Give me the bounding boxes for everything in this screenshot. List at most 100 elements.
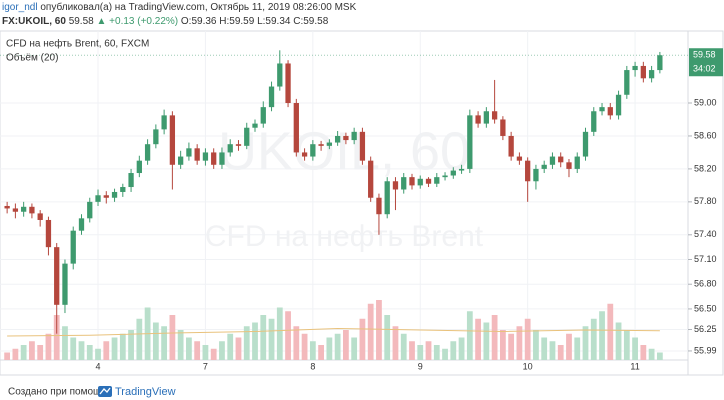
- candle-body: [285, 63, 291, 104]
- candle-body: [211, 152, 217, 165]
- volume-bar: [508, 333, 515, 360]
- candle-body: [4, 205, 10, 209]
- candle-body: [128, 173, 134, 188]
- volume-bar: [384, 315, 391, 360]
- volume-bar: [516, 326, 523, 360]
- candle-body: [153, 129, 159, 145]
- candle-body: [120, 187, 126, 192]
- change: ▲ +0.13 (+0.22%): [96, 16, 179, 27]
- volume-bar: [70, 337, 77, 360]
- volume-bar: [78, 341, 85, 360]
- volume-bar: [37, 345, 44, 360]
- candle-body: [301, 152, 308, 157]
- candle-body: [252, 123, 258, 128]
- candle-body: [508, 135, 514, 157]
- candle-body: [144, 144, 151, 161]
- candle-body: [401, 177, 407, 190]
- candle-body: [591, 111, 597, 132]
- volume-bar: [433, 345, 440, 360]
- volume-bar: [301, 333, 308, 360]
- volume-bar: [648, 348, 655, 360]
- volume-bar: [243, 326, 250, 360]
- volume-title: Объём (20): [6, 52, 58, 64]
- candle-body: [467, 115, 473, 169]
- volume-bar: [309, 341, 316, 360]
- candle-body: [37, 213, 43, 220]
- watermark: UKOIL, 60: [218, 121, 470, 181]
- price: 59.58: [68, 16, 94, 27]
- candle-body: [475, 115, 481, 124]
- candle-body: [21, 206, 27, 212]
- candle-body: [624, 70, 630, 95]
- candle-body: [450, 170, 456, 176]
- volume-bar: [632, 337, 638, 360]
- y-tick-label: 57.40: [694, 229, 717, 239]
- candle-body: [359, 131, 366, 161]
- candle-body: [541, 164, 547, 169]
- volume-bar: [582, 326, 589, 360]
- volume-bar: [136, 318, 143, 360]
- candle-body: [500, 119, 506, 136]
- volume-bar: [276, 307, 283, 360]
- candle-body: [648, 70, 655, 79]
- volume-bar: [574, 337, 581, 360]
- y-tick-label: 56.25: [694, 324, 717, 334]
- candle-body: [607, 107, 613, 116]
- y-tick-label: 56.80: [694, 279, 717, 289]
- volume-bar: [442, 348, 448, 360]
- candle-body: [599, 107, 605, 112]
- last-price-label: 59.58: [693, 50, 716, 60]
- candle-body: [442, 175, 448, 178]
- volume-bar: [202, 345, 209, 360]
- candle-body: [657, 55, 663, 71]
- chart-frame: [0, 30, 724, 376]
- candle-body: [194, 148, 200, 161]
- candle-body: [334, 135, 341, 143]
- volume-bar: [392, 326, 399, 360]
- candle-body: [219, 152, 225, 165]
- volume-bar: [62, 326, 68, 360]
- candle-body: [268, 86, 275, 108]
- volume-bar: [20, 345, 27, 360]
- y-tick-label: 58.20: [694, 163, 717, 173]
- candle-body: [29, 206, 35, 214]
- candle-body: [277, 63, 283, 87]
- x-tick-label: 9: [418, 361, 423, 371]
- candle-body: [95, 195, 101, 202]
- symbol-line: FX:UKOIL, 60 59.58 ▲ +0.13 (+0.22%) O:59…: [2, 16, 328, 27]
- volume-bar: [227, 333, 234, 360]
- volume-bar: [285, 311, 291, 360]
- volume-bar: [549, 341, 556, 360]
- volume-bar: [210, 348, 217, 360]
- candle-body: [87, 201, 93, 219]
- y-tick-label: 59.00: [694, 97, 717, 107]
- volume-bar: [194, 341, 201, 360]
- volume-bar: [119, 333, 126, 360]
- watermark-sub: CFD на нефть Brent: [205, 220, 484, 253]
- volume-bar: [499, 330, 506, 360]
- tv-logo: [98, 386, 112, 397]
- volume-bar: [566, 333, 572, 360]
- volume-bar: [12, 348, 19, 360]
- candle-body: [409, 177, 415, 186]
- candle-body: [351, 131, 357, 141]
- volume-bar: [425, 341, 432, 360]
- candle-body: [343, 135, 349, 141]
- candle-body: [392, 181, 399, 190]
- candle-body: [78, 218, 85, 231]
- candle-body: [177, 156, 184, 165]
- volume-bar: [615, 322, 622, 360]
- volume-bar: [268, 318, 275, 360]
- candle-body: [235, 144, 242, 146]
- volume-bar: [524, 318, 531, 360]
- candle-body: [111, 191, 118, 198]
- candle-body: [574, 156, 580, 169]
- footer-brand: TradingView: [115, 386, 176, 398]
- publish-line: igor_ndl опубликовал(а) на TradingView.c…: [2, 2, 356, 13]
- volume-bar: [260, 315, 267, 360]
- candle-body: [260, 107, 266, 124]
- candle-body: [516, 156, 523, 161]
- volume-bar: [607, 303, 614, 360]
- volume-bar: [95, 348, 101, 360]
